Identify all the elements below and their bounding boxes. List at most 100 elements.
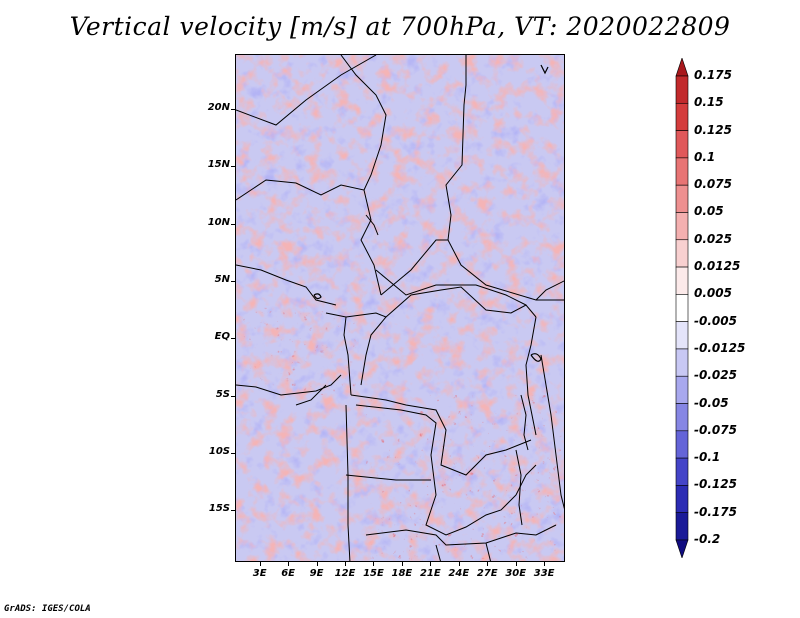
colorbar-level-label: -0.05 (694, 395, 729, 410)
border-line (236, 264, 337, 306)
plot-title: Vertical velocity [m/s] at 700hPa, VT: 2… (69, 12, 731, 41)
colorbar-segment (675, 403, 689, 432)
lon-tick-mark (544, 562, 546, 566)
lat-tick-label: 15N (207, 159, 230, 171)
colorbar-level-label: -0.175 (694, 504, 737, 519)
border-line (350, 394, 532, 476)
map-panel (235, 54, 565, 562)
colorbar-level-label: 0.15 (694, 95, 724, 110)
colorbar-segment (675, 212, 689, 241)
border-line (365, 214, 379, 236)
border-line (535, 280, 564, 301)
colorbar-level-label: 0.125 (694, 122, 732, 137)
coastline (540, 354, 564, 510)
lon-tick-mark (316, 562, 318, 566)
colorbar-level-label: 0.05 (694, 204, 724, 219)
colorbar (675, 58, 689, 558)
border-line (485, 542, 492, 561)
border-line (435, 544, 441, 561)
lon-tick-mark (458, 562, 460, 566)
border-line (345, 404, 351, 561)
border-line (385, 286, 537, 318)
lon-tick-label: 18E (391, 568, 413, 579)
lon-tick-mark (373, 562, 375, 566)
lon-tick-mark (430, 562, 432, 566)
border-line (380, 239, 448, 296)
colorbar-level-label: 0.075 (694, 177, 732, 192)
colorbar-segment (675, 457, 689, 486)
colorbar-level-label: -0.1 (694, 450, 721, 465)
lat-tick-label: 5N (214, 274, 230, 286)
island-outline (313, 293, 322, 300)
colorbar-level-label: 0.005 (694, 286, 732, 301)
border-line (236, 55, 377, 126)
lon-tick-label: 3E (252, 568, 267, 579)
border-line (236, 179, 382, 296)
colorbar-segment (675, 102, 689, 131)
lon-tick-label: 24E (448, 568, 470, 579)
border-line (343, 316, 352, 396)
lon-tick-mark (487, 562, 489, 566)
colorbar-segment (675, 485, 689, 514)
lake-outline (515, 449, 523, 526)
lon-tick-label: 9E (309, 568, 324, 579)
lat-tick-label: 15S (208, 503, 230, 515)
lon-tick-mark (515, 562, 517, 566)
colorbar-segment (675, 157, 689, 186)
lon-tick-mark (259, 562, 261, 566)
lat-tick-label: 5S (215, 388, 230, 400)
colorbar-segment (675, 430, 689, 459)
vertical-velocity-field (236, 55, 564, 561)
colorbar-segment (675, 348, 689, 377)
lon-tick-label: 21E (419, 568, 441, 579)
colorbar-segment (675, 512, 689, 541)
colorbar-segment (675, 266, 689, 295)
lat-tick-mark (231, 109, 235, 111)
lat-tick-mark (231, 510, 235, 512)
lon-tick-label: 30E (505, 568, 527, 579)
colorbar-level-label: -0.125 (694, 477, 737, 492)
coastline (540, 64, 549, 75)
lon-tick-mark (401, 562, 403, 566)
lon-tick-label: 15E (363, 568, 384, 579)
border-line (445, 55, 564, 301)
border-line (365, 524, 557, 546)
colorbar-segment (675, 75, 689, 104)
border-line (345, 474, 431, 481)
colorbar-level-label: 0.175 (694, 68, 732, 82)
colorbar-segment (675, 375, 689, 404)
colorbar-segment (675, 184, 689, 213)
lon-tick-mark (345, 562, 346, 566)
lat-tick-label: 10N (207, 216, 230, 228)
colorbar-level-label: -0.075 (694, 422, 737, 437)
colorbar-segment (675, 321, 689, 350)
lat-tick-label: EQ (214, 331, 230, 343)
lat-tick-mark (231, 223, 235, 225)
border-line (525, 316, 537, 436)
colorbar-level-label: -0.005 (694, 313, 737, 328)
colorbar-level-label: 0.1 (694, 149, 716, 164)
border-line (355, 404, 537, 536)
lon-tick-label: 27E (476, 568, 498, 579)
colorbar-segment (675, 294, 689, 322)
lon-tick-label: 6E (281, 568, 295, 579)
lon-tick-label: 33E (533, 568, 555, 579)
coastline (236, 374, 342, 396)
border-line (375, 269, 527, 306)
lat-tick-mark (231, 338, 235, 340)
border-line (295, 384, 327, 406)
lat-tick-mark (231, 281, 235, 283)
lat-tick-mark (231, 166, 235, 168)
colorbar-bottom-arrow (675, 539, 689, 558)
lat-tick-mark (231, 395, 235, 397)
lat-tick-mark (231, 453, 235, 455)
colorbar-segment (675, 239, 689, 268)
grads-credit: GrADS: IGES/COLA (4, 604, 91, 614)
lake-victoria (530, 353, 542, 362)
lat-tick-label: 10S (208, 446, 230, 458)
colorbar-level-label: -0.2 (694, 532, 721, 546)
lon-tick-mark (288, 562, 290, 566)
lat-tick-label: 20N (207, 102, 230, 114)
colorbar-segment (675, 130, 689, 159)
colorbar-level-label: -0.025 (694, 368, 737, 383)
